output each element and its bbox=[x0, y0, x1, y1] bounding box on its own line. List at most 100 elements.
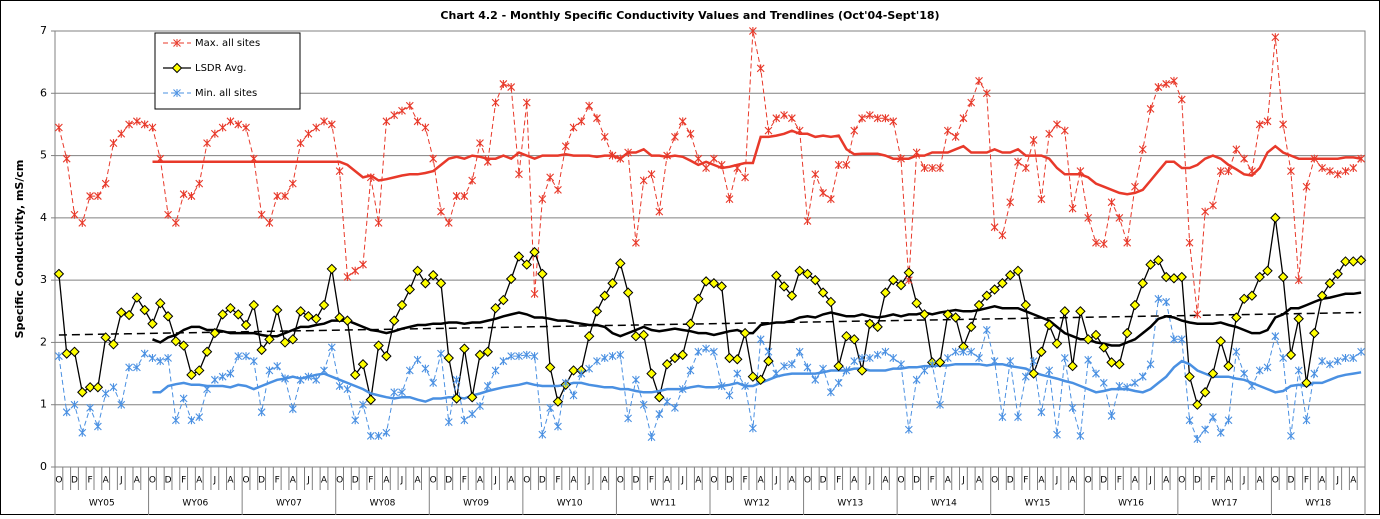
data-point bbox=[1123, 238, 1132, 247]
x-tick-label: F bbox=[87, 476, 92, 486]
x-tick-label: A bbox=[1257, 476, 1264, 486]
y-tick-label: 7 bbox=[40, 24, 47, 37]
data-point bbox=[802, 268, 813, 280]
data-point bbox=[326, 263, 338, 275]
data-point bbox=[101, 179, 110, 188]
x-tick-label: F bbox=[1304, 476, 1309, 486]
data-point bbox=[663, 397, 672, 406]
data-point bbox=[1184, 371, 1195, 382]
data-point bbox=[515, 170, 523, 179]
data-point bbox=[132, 117, 141, 126]
data-point bbox=[147, 318, 158, 329]
data-point bbox=[210, 129, 219, 138]
data-point bbox=[1201, 207, 1210, 216]
data-point bbox=[482, 346, 493, 357]
data-point bbox=[1302, 182, 1311, 191]
data-point bbox=[366, 431, 375, 440]
data-point bbox=[678, 385, 687, 394]
data-point bbox=[443, 352, 454, 364]
data-point bbox=[279, 337, 291, 348]
trend-line bbox=[152, 129, 1362, 196]
data-point bbox=[632, 375, 640, 384]
group-label: WY16 bbox=[1118, 499, 1144, 509]
data-point bbox=[1193, 434, 1202, 443]
data-point bbox=[513, 251, 525, 262]
data-point bbox=[1043, 319, 1055, 331]
data-point bbox=[1224, 416, 1233, 425]
data-point bbox=[171, 218, 180, 227]
data-point bbox=[1084, 355, 1093, 364]
x-tick-label: A bbox=[415, 476, 422, 486]
group-label: WY12 bbox=[744, 499, 770, 509]
data-point bbox=[583, 330, 595, 342]
data-point bbox=[748, 424, 757, 433]
data-point bbox=[225, 302, 236, 314]
data-point bbox=[148, 354, 157, 362]
data-point bbox=[817, 287, 829, 298]
x-tick-label: F bbox=[1117, 476, 1122, 486]
data-point bbox=[320, 366, 328, 375]
data-point bbox=[93, 422, 102, 431]
data-point bbox=[1240, 154, 1249, 163]
x-tick-label: J bbox=[587, 476, 591, 486]
data-point bbox=[334, 312, 345, 323]
data-point bbox=[312, 123, 321, 132]
data-point bbox=[1287, 167, 1295, 176]
x-tick-label: J bbox=[1335, 476, 1339, 486]
data-point bbox=[975, 76, 983, 85]
data-point bbox=[959, 114, 968, 123]
x-tick-label: D bbox=[1007, 476, 1014, 486]
x-tick-label: A bbox=[383, 476, 390, 486]
data-point bbox=[919, 309, 930, 320]
data-point bbox=[460, 192, 469, 201]
data-point bbox=[1021, 164, 1030, 173]
data-point bbox=[170, 335, 182, 347]
data-point bbox=[1029, 357, 1038, 366]
data-point bbox=[429, 154, 438, 163]
data-point bbox=[1254, 271, 1265, 283]
data-point bbox=[537, 268, 548, 280]
data-point bbox=[233, 309, 244, 320]
data-point bbox=[1036, 346, 1047, 357]
data-point bbox=[990, 223, 999, 232]
x-tick-label: A bbox=[602, 476, 609, 486]
data-point bbox=[546, 173, 555, 182]
data-point bbox=[756, 64, 765, 73]
x-tick-label: A bbox=[570, 476, 577, 486]
data-point bbox=[1176, 271, 1187, 283]
data-point bbox=[982, 325, 991, 334]
data-point bbox=[819, 188, 827, 197]
x-tick-label: J bbox=[119, 476, 123, 486]
data-point bbox=[1309, 327, 1320, 339]
data-point bbox=[460, 416, 469, 425]
group-label: WY07 bbox=[276, 499, 302, 509]
data-point bbox=[538, 430, 547, 439]
data-point bbox=[1279, 354, 1288, 362]
group-label: WY10 bbox=[557, 499, 583, 509]
data-point bbox=[1160, 271, 1172, 283]
data-point bbox=[888, 274, 899, 286]
data-point bbox=[240, 319, 252, 331]
x-tick-label: O bbox=[1178, 476, 1185, 486]
data-point bbox=[1224, 167, 1233, 176]
data-point bbox=[1277, 271, 1289, 283]
data-point bbox=[476, 401, 484, 410]
data-point bbox=[374, 218, 383, 227]
data-point bbox=[1021, 372, 1030, 381]
data-point bbox=[936, 400, 944, 409]
data-point bbox=[600, 132, 609, 141]
data-point bbox=[646, 368, 657, 379]
data-point bbox=[1193, 310, 1202, 319]
data-point bbox=[1029, 136, 1038, 144]
data-point bbox=[639, 176, 648, 185]
data-point bbox=[1115, 382, 1124, 391]
data-point bbox=[468, 410, 477, 419]
data-point bbox=[273, 362, 282, 371]
data-point bbox=[1146, 104, 1155, 113]
data-point bbox=[585, 101, 594, 110]
data-point bbox=[912, 375, 921, 384]
data-point bbox=[694, 154, 703, 163]
data-point bbox=[685, 318, 696, 329]
data-point bbox=[1332, 268, 1343, 280]
